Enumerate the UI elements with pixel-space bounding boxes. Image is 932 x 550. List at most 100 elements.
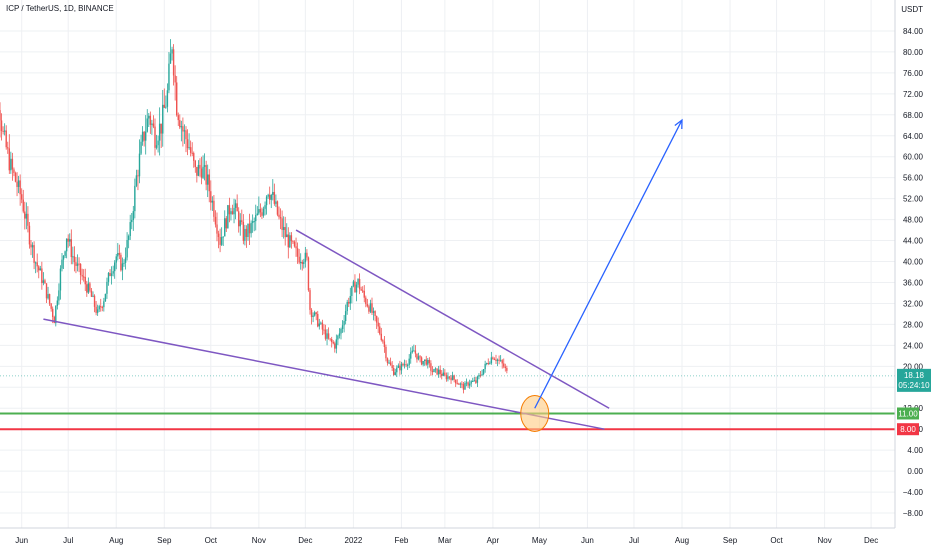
- x-tick-label: Aug: [675, 536, 689, 545]
- candle-body: [61, 259, 63, 269]
- candle-body: [205, 165, 207, 185]
- breakout-circle[interactable]: [520, 394, 550, 432]
- candle-body: [27, 213, 29, 226]
- candle-body: [194, 160, 196, 167]
- candle-body: [397, 365, 400, 368]
- candle-body: [417, 356, 420, 360]
- candle-body: [34, 262, 37, 264]
- candle-body: [425, 359, 427, 365]
- candle-body: [406, 364, 409, 366]
- candle-body: [320, 322, 322, 324]
- candle-body: [5, 130, 7, 148]
- x-tick-label: Oct: [205, 536, 218, 545]
- candle-body: [275, 201, 277, 204]
- candle-body: [462, 384, 465, 390]
- candle-body: [348, 301, 350, 304]
- x-tick-label: Sep: [157, 536, 172, 545]
- candle-body: [247, 223, 249, 237]
- candle-body: [185, 130, 187, 140]
- candle-body: [152, 123, 155, 127]
- candle-body: [451, 375, 454, 381]
- candle-body: [138, 153, 141, 177]
- candle-body: [458, 383, 460, 385]
- candle-body: [416, 353, 418, 360]
- wedge-lower-trendline[interactable]: [43, 318, 605, 430]
- candle-body: [408, 358, 410, 365]
- candle-body: [36, 262, 38, 267]
- candle-body: [402, 363, 404, 366]
- candle-body: [456, 383, 458, 385]
- candle-body: [177, 115, 179, 121]
- candle-body: [165, 106, 167, 108]
- candle-body: [368, 306, 370, 312]
- candle-body: [441, 373, 443, 376]
- candle-body: [464, 383, 466, 390]
- candle-body: [309, 290, 311, 310]
- candle-body: [238, 211, 240, 227]
- candle-body: [211, 200, 214, 203]
- candle-body: [310, 309, 313, 318]
- candle-body: [84, 276, 86, 285]
- candle-body: [109, 273, 111, 276]
- candle-body: [301, 261, 303, 264]
- candle-body: [503, 363, 505, 367]
- candle-body: [123, 262, 125, 264]
- candle-body: [112, 271, 114, 274]
- candle-body: [476, 376, 479, 383]
- candle-body: [41, 268, 43, 284]
- candle-body: [186, 139, 189, 149]
- candle-body: [231, 211, 234, 215]
- candle-body: [110, 273, 113, 276]
- candle-body: [487, 363, 489, 365]
- candle-body: [140, 141, 142, 154]
- candle-body: [279, 217, 282, 219]
- candle-body: [242, 221, 245, 241]
- y-tick-label: −4.00: [903, 488, 924, 497]
- candle-body: [53, 316, 55, 324]
- candle-body: [335, 339, 338, 349]
- candle-body: [383, 341, 386, 347]
- candle-body: [241, 220, 243, 222]
- candle-body: [69, 239, 71, 242]
- candle-body: [496, 359, 499, 362]
- y-tick-label: 48.00: [903, 216, 924, 225]
- candle-body: [298, 256, 300, 263]
- candle-body: [219, 237, 221, 245]
- candle-body: [55, 305, 57, 324]
- candle-body: [131, 219, 133, 223]
- candle-body: [393, 367, 395, 375]
- y-tick-label: 68.00: [903, 111, 924, 120]
- candle-body: [287, 234, 289, 248]
- candle-body: [224, 218, 226, 237]
- candle-body: [59, 268, 62, 291]
- candle-body: [424, 359, 426, 362]
- candle-body: [96, 309, 99, 313]
- x-tick-label: Jun: [581, 536, 594, 545]
- candle-body: [410, 352, 412, 359]
- wedge-upper-trendline[interactable]: [295, 229, 610, 409]
- candle-body: [213, 200, 215, 217]
- candle-body: [22, 199, 24, 212]
- level-label-text: 11.00: [898, 409, 918, 418]
- candle-body: [151, 123, 153, 125]
- candle-body: [329, 338, 331, 340]
- target-arrow-line[interactable]: [534, 119, 683, 409]
- candle-body: [349, 295, 351, 304]
- candle-body: [282, 227, 285, 231]
- candle-body: [188, 147, 190, 149]
- x-tick-label: Sep: [723, 536, 738, 545]
- candle-body: [118, 252, 121, 255]
- candle-body: [468, 383, 471, 386]
- candle-body: [338, 333, 341, 336]
- candle-body: [332, 342, 334, 344]
- x-tick-label: Feb: [395, 536, 409, 545]
- candle-body: [442, 372, 444, 376]
- candle-body: [117, 252, 119, 257]
- level-label-bg: [897, 407, 919, 420]
- candle-body: [495, 359, 497, 362]
- candle-body: [377, 322, 379, 327]
- candle-body: [504, 366, 506, 369]
- candle-body: [498, 359, 500, 361]
